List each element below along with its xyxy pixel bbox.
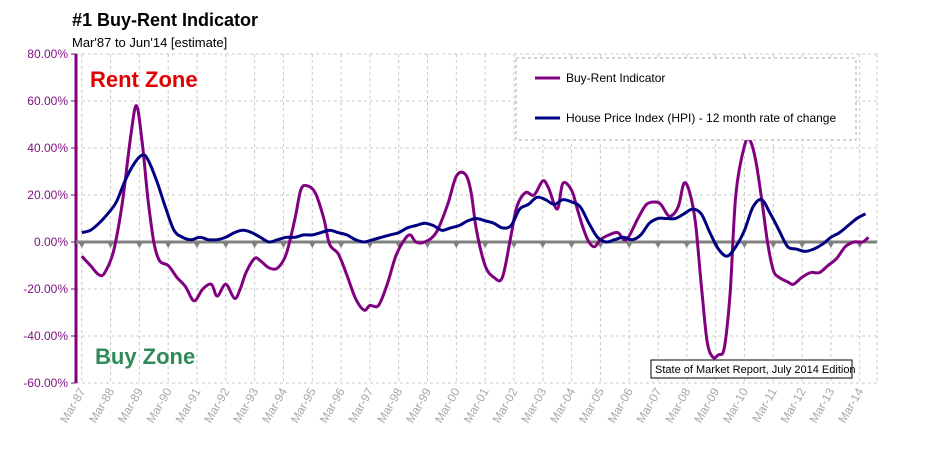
y-tick-label: 40.00%	[27, 141, 68, 155]
zero-line-marker	[510, 243, 517, 248]
zero-line-marker	[309, 243, 316, 248]
zero-line-marker	[194, 243, 201, 248]
y-axis-ticks: 80.00% 60.00% 40.00% 20.00% 0.00% -20.00% -40.…	[23, 47, 76, 390]
x-tick-label: Mar-01	[461, 385, 492, 425]
zero-line-markers	[78, 243, 863, 248]
buy-zone-label: Buy Zone	[95, 344, 195, 369]
x-tick-label: Mar-04	[547, 385, 578, 425]
zero-line-marker	[366, 243, 373, 248]
x-tick-label: Mar-90	[144, 385, 175, 425]
x-tick-label: Mar-08	[662, 385, 693, 425]
credit-box-border	[650, 359, 853, 379]
series-line-buy-rent-indicator	[80, 104, 870, 360]
zero-line-marker	[827, 243, 834, 248]
series-lines	[80, 104, 870, 360]
zero-line-marker	[683, 243, 690, 248]
zero-line-marker	[856, 243, 863, 248]
zero-line-marker	[165, 243, 172, 248]
x-tick-label: Mar-11	[749, 385, 780, 424]
zero-line-marker	[424, 243, 431, 248]
credit-text: State of Market Report, July 2014 Editio…	[655, 364, 856, 376]
zero-line-marker	[251, 243, 258, 248]
x-tick-label: Mar-12	[778, 385, 809, 425]
x-axis-ticks: Mar-87Mar-88Mar-89Mar-90Mar-91Mar-92Mar-…	[57, 385, 866, 425]
x-tick-label: Mar-97	[345, 385, 376, 425]
zero-line-marker	[770, 243, 777, 248]
zero-line-marker	[799, 243, 806, 248]
y-tick-label: -60.00%	[23, 376, 68, 390]
legend-label-buy-rent: Buy-Rent Indicator	[566, 71, 665, 85]
x-tick-label: Mar-03	[518, 385, 549, 425]
zero-line-marker	[78, 243, 85, 248]
x-tick-label: Mar-10	[720, 385, 751, 425]
rent-zone-label: Rent Zone	[90, 67, 198, 92]
x-tick-label: Mar-14	[835, 385, 866, 425]
x-tick-label: Mar-94	[259, 385, 290, 425]
x-tick-label: Mar-13	[806, 385, 837, 425]
x-tick-label: Mar-91	[172, 385, 203, 425]
legend-label-hpi: House Price Index (HPI) - 12 month rate …	[566, 111, 836, 125]
series-line-hpi	[81, 153, 867, 258]
x-tick-label: Mar-98	[374, 385, 405, 425]
zero-line-marker	[539, 243, 546, 248]
y-tick-label: 60.00%	[27, 94, 68, 108]
zero-line-marker	[222, 243, 229, 248]
zero-line-marker	[741, 243, 748, 248]
chart-title: #1 Buy-Rent Indicator	[72, 10, 259, 30]
zero-line-marker	[482, 243, 489, 248]
y-tick-label: -40.00%	[23, 329, 68, 343]
x-tick-label: Mar-00	[432, 385, 463, 425]
x-tick-label: Mar-06	[605, 385, 636, 425]
x-tick-label: Mar-88	[86, 385, 117, 425]
x-tick-label: Mar-93	[230, 385, 261, 425]
x-tick-label: Mar-09	[691, 385, 722, 425]
x-tick-label: Mar-02	[489, 385, 520, 425]
x-tick-label: Mar-95	[288, 385, 319, 425]
legend: Buy-Rent Indicator House Price Index (HP…	[515, 57, 857, 141]
zero-line-marker	[655, 243, 662, 248]
x-tick-label: Mar-89	[115, 385, 146, 425]
zero-line-marker	[280, 243, 287, 248]
x-tick-label: Mar-99	[403, 385, 434, 425]
zero-line-marker	[338, 243, 345, 248]
x-tick-label: Mar-05	[576, 385, 607, 425]
zero-line-marker	[597, 243, 604, 248]
x-tick-label: Mar-96	[317, 385, 348, 425]
y-tick-label: 20.00%	[27, 188, 68, 202]
y-tick-label: 0.00%	[34, 235, 68, 249]
zero-line-marker	[453, 243, 460, 248]
x-tick-label: Mar-07	[633, 385, 664, 425]
x-tick-label: Mar-87	[57, 385, 88, 425]
legend-box	[515, 57, 857, 141]
credit-box: State of Market Report, July 2014 Editio…	[650, 359, 856, 379]
y-tick-label: -20.00%	[23, 282, 68, 296]
zero-line-marker	[107, 243, 114, 248]
zero-line-marker	[136, 243, 143, 248]
zero-line-marker	[626, 243, 633, 248]
x-tick-label: Mar-92	[201, 385, 232, 425]
chart-subtitle: Mar'87 to Jun'14 [estimate]	[72, 35, 228, 50]
zero-line-marker	[568, 243, 575, 248]
y-tick-label: 80.00%	[27, 47, 68, 61]
